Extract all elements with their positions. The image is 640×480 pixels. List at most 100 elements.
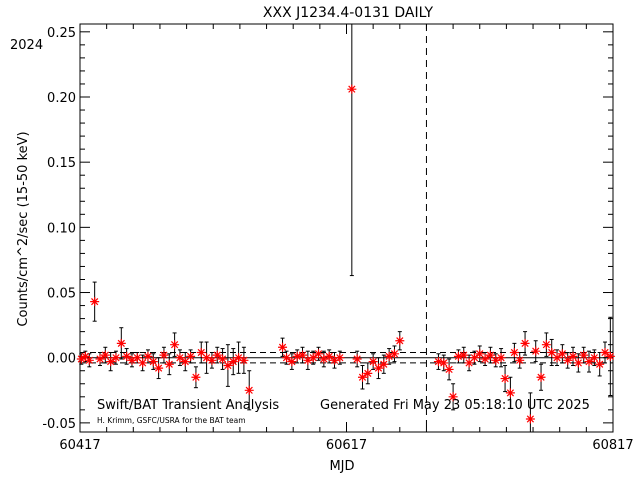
data-point [563,355,573,365]
data-point [132,353,142,363]
data-point [448,392,458,402]
data-point [475,349,485,359]
data-point [100,350,110,360]
data-point [584,357,594,367]
data-point [106,357,116,367]
data-point [127,355,137,365]
data-point [547,347,557,357]
x-axis-title: MJD [329,459,354,474]
data-point [363,368,373,378]
data-point [207,355,217,365]
data-point [154,363,164,373]
data-point [218,354,228,364]
data-point [373,363,383,373]
y-axis-title: Counts/cm^2/sec (15-50 keV) [16,131,31,326]
y-tick-label: 0.00 [47,352,76,367]
x-tick-label: 60817 [592,438,633,453]
data-point [509,347,519,357]
data-point [202,353,212,363]
data-point [164,359,174,369]
credit-label: H. Krimm, GSFC/USRA for the BAT team [97,416,246,425]
data-point [287,357,297,367]
data-point [239,355,249,365]
data-point [278,342,288,352]
data-point [212,350,222,360]
data-point [196,347,206,357]
data-point [175,353,185,363]
data-point [95,354,105,364]
data-point [605,351,615,361]
generated-label: Generated Fri May 23 05:18:10 UTC 2025 [320,398,590,413]
data-point [491,355,501,365]
data-point [557,349,567,359]
chart-title: XXX J1234.4-0131 DAILY [263,5,434,21]
data-point [368,357,378,367]
data-point [469,353,479,363]
data-point [439,358,449,368]
data-point [384,351,394,361]
data-point [143,351,153,361]
data-point [138,358,148,368]
data-point [223,361,233,371]
data-point [379,359,389,369]
data-point [292,351,302,361]
plot-area: 60417 60617 60817 -0.05 0.00 0.05 0.10 0.15 0.20… [10,23,634,453]
data-point [573,358,583,368]
data-point [500,374,510,384]
data-point [282,353,292,363]
data-point [515,355,525,365]
data-point [228,357,238,367]
data-point [541,340,551,350]
data-point [330,355,340,365]
data-point [234,353,244,363]
data-point [308,353,318,363]
y-tick-label: 0.25 [47,26,76,41]
y-tick-label: 0.05 [47,287,76,302]
data-point [180,357,190,367]
data-point [496,353,506,363]
data-point [453,351,463,361]
year-label: 2024 [10,38,43,53]
data-point [459,350,469,360]
data-point [568,351,578,361]
data-point [303,355,313,365]
data-point [357,372,367,382]
data-point [191,372,201,382]
data-point [352,354,362,364]
data-point [148,357,158,367]
data-point [319,354,329,364]
data-point [444,364,454,374]
data-point [347,84,357,94]
data-point [464,358,474,368]
data-point [111,353,121,363]
data-point [525,414,535,424]
data-point [90,297,100,307]
analysis-label: Swift/BAT Transient Analysis [97,398,279,413]
y-tick-label: -0.05 [42,417,76,432]
data-point [595,359,605,369]
y-tick-label: 0.10 [47,221,76,236]
x-tick-label: 60617 [326,438,367,453]
data-point [84,355,94,365]
data-point [480,354,490,364]
data-point [298,350,308,360]
data-point [536,372,546,382]
data-point [505,388,515,398]
data-point [324,351,334,361]
data-point [600,347,610,357]
data-point [122,351,132,361]
data-point [335,353,345,363]
data-point [244,385,254,395]
data-point [589,353,599,363]
data-point [520,338,530,348]
data-point [80,351,90,361]
y-tick-label: 0.15 [47,156,76,171]
y-tick-label: 0.20 [47,91,76,106]
data-point [159,350,169,360]
data-point [76,354,86,364]
data-point [395,336,405,346]
x-tick-label: 60417 [59,438,100,453]
data-point [170,340,180,350]
data-point [314,349,324,359]
